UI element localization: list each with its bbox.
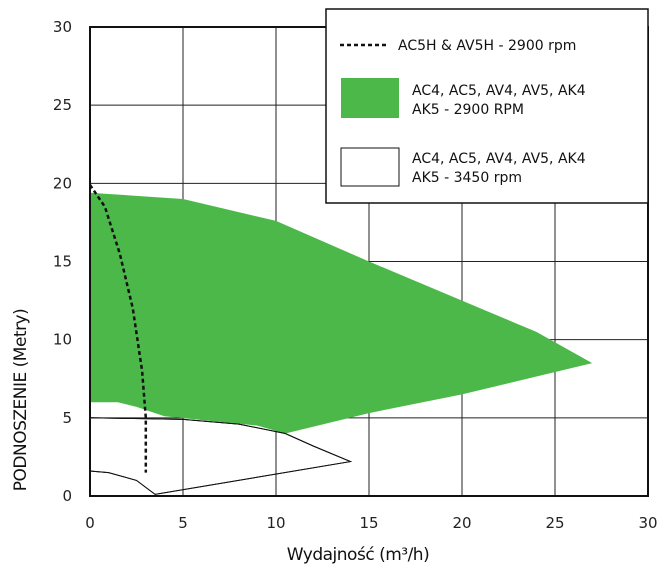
x-tick-label: 0: [85, 514, 95, 532]
series-outline-2: [89, 417, 353, 495]
y-tick-label: 10: [53, 331, 72, 349]
legend-white-swatch: [340, 147, 400, 187]
legend-label-white-line-1: AC4, AC5, AV4, AV5, AK4: [412, 151, 586, 167]
series-area-1: [90, 192, 593, 434]
legend-label-white-line-2: AK5 - 3450 rpm: [412, 170, 522, 186]
x-axis-title: Wydajność (m³/h): [287, 545, 429, 565]
x-axis-ticks: 0 5 10 15 20 25 30: [85, 514, 657, 532]
y-tick-label: 0: [62, 487, 72, 505]
x-tick-label: 5: [178, 514, 188, 532]
legend-label-green: AC4, AC5, AV4, AV5, AK4 AK5 - 2900 RPM: [412, 83, 590, 118]
y-tick-label: 25: [53, 96, 72, 114]
y-tick-label: 5: [62, 409, 72, 427]
x-tick-label: 30: [638, 514, 657, 532]
legend-label-green-line-2: AK5 - 2900 RPM: [412, 102, 524, 118]
legend-label-green-line-1: AC4, AC5, AV4, AV5, AK4: [412, 83, 586, 99]
series-lines: [88, 184, 353, 495]
y-tick-label: 15: [53, 253, 72, 271]
legend: AC5H & AV5H - 2900 rpm AC4, AC5, AV4, AV…: [325, 8, 649, 204]
legend-label-white: AC4, AC5, AV4, AV5, AK4 AK5 - 3450 rpm: [412, 151, 590, 186]
y-tick-label: 20: [53, 174, 72, 192]
x-tick-label: 15: [359, 514, 378, 532]
legend-label-dashed: AC5H & AV5H - 2900 rpm: [398, 38, 576, 54]
legend-green-swatch: [341, 78, 399, 118]
y-axis-ticks: 0 5 10 15 20 25 30: [53, 18, 72, 505]
x-tick-label: 25: [545, 514, 564, 532]
x-tick-label: 20: [452, 514, 471, 532]
y-tick-label: 30: [53, 18, 72, 36]
x-tick-label: 10: [266, 514, 285, 532]
y-axis-title: PODNOSZENIE (Metry): [11, 309, 31, 491]
